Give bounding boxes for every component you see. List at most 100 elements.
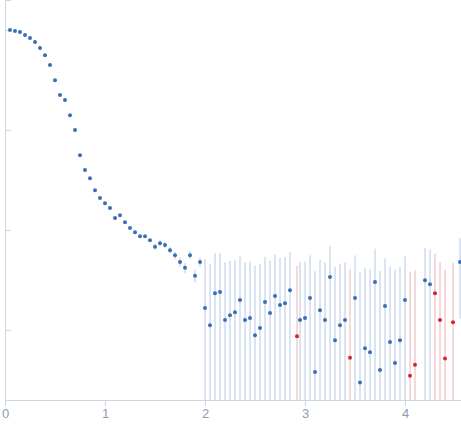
error-bar xyxy=(330,246,331,400)
x-tick-label: 2 xyxy=(202,406,209,421)
x-tick: 3 xyxy=(302,400,309,421)
point xyxy=(198,260,202,264)
point xyxy=(253,333,257,337)
point xyxy=(428,282,432,286)
error-bar xyxy=(220,253,221,400)
point xyxy=(58,93,62,97)
y-tick-mark xyxy=(5,130,11,131)
error-bar xyxy=(375,249,376,400)
error-bar xyxy=(245,262,246,400)
error-bar xyxy=(460,238,461,319)
error-bar xyxy=(270,260,271,400)
y-axis-line xyxy=(6,1,12,401)
x-axis: 0 1 2 3 4 xyxy=(2,400,461,421)
point xyxy=(83,168,87,172)
point xyxy=(283,301,287,305)
point xyxy=(393,361,397,365)
y-tick xyxy=(5,330,11,331)
point xyxy=(43,53,47,57)
point xyxy=(273,294,277,298)
x-tick: 1 xyxy=(102,400,109,421)
error-bar xyxy=(405,256,406,400)
error-bar xyxy=(230,261,231,400)
error-bar xyxy=(310,255,311,400)
error-bar xyxy=(415,270,416,400)
error-bar xyxy=(453,263,454,400)
point xyxy=(93,188,97,192)
error-bar xyxy=(390,267,391,400)
point xyxy=(173,253,177,257)
error-bar xyxy=(335,267,336,400)
x-tick-mark xyxy=(105,400,106,406)
point xyxy=(193,274,197,278)
point xyxy=(98,196,102,200)
point xyxy=(388,340,392,344)
point xyxy=(108,206,112,210)
error-bar xyxy=(410,272,411,400)
point xyxy=(268,311,272,315)
point xyxy=(328,275,332,279)
point xyxy=(143,234,147,238)
chart: 0 1 2 3 4 xyxy=(0,0,461,437)
error-bar xyxy=(315,271,316,400)
point xyxy=(223,318,227,322)
point xyxy=(118,213,122,217)
point xyxy=(158,241,162,245)
x-tick-label: 1 xyxy=(102,406,109,421)
point xyxy=(348,356,352,360)
error-bar xyxy=(250,262,251,400)
error-bar xyxy=(240,256,241,400)
x-tick: 2 xyxy=(202,400,209,421)
error-bar xyxy=(210,264,211,400)
point xyxy=(303,316,307,320)
error-bar xyxy=(255,266,256,400)
point xyxy=(78,153,82,157)
error-bar xyxy=(380,271,381,400)
error-bar xyxy=(345,262,346,400)
error-bar xyxy=(215,253,216,400)
point xyxy=(73,128,77,132)
point xyxy=(8,28,12,32)
point xyxy=(363,346,367,350)
point xyxy=(423,278,427,282)
y-axis xyxy=(5,1,11,401)
point xyxy=(208,323,212,327)
point xyxy=(353,296,357,300)
point xyxy=(233,310,237,314)
point xyxy=(438,318,442,322)
point xyxy=(308,296,312,300)
error-bar xyxy=(225,262,226,400)
x-tick-label: 4 xyxy=(402,406,409,421)
x-tick: 4 xyxy=(402,400,409,421)
y-tick-mark xyxy=(5,330,11,331)
x-tick-label: 3 xyxy=(302,406,309,421)
error-bar xyxy=(235,260,236,400)
point xyxy=(323,318,327,322)
point xyxy=(163,243,167,247)
point xyxy=(18,30,22,34)
error-bar xyxy=(300,262,301,400)
point xyxy=(433,291,437,295)
point xyxy=(103,201,107,205)
x-tick-mark xyxy=(305,400,306,406)
error-bar xyxy=(320,260,321,400)
point xyxy=(38,46,42,50)
point xyxy=(33,40,37,44)
point xyxy=(258,326,262,330)
point xyxy=(333,338,337,342)
error-bar xyxy=(325,262,326,400)
x-tick-mark xyxy=(205,400,206,406)
point xyxy=(28,36,32,40)
error-bar xyxy=(395,270,396,400)
point xyxy=(48,63,52,67)
point xyxy=(13,29,17,33)
y-tick-mark xyxy=(5,230,11,231)
y-tick xyxy=(5,130,11,131)
point xyxy=(178,260,182,264)
point xyxy=(168,248,172,252)
error-bar xyxy=(370,269,371,400)
error-bar xyxy=(297,266,298,400)
x-tick: 0 xyxy=(2,400,9,421)
series xyxy=(8,28,461,400)
error-bar xyxy=(260,264,261,400)
